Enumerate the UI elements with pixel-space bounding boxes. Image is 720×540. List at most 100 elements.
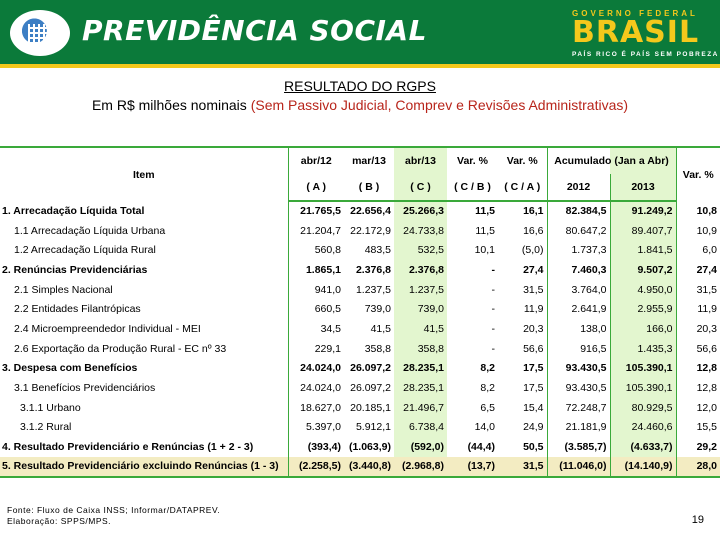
row-value-4: 11,5 <box>475 205 495 218</box>
source-text: Fonte: Fluxo de Caixa INSS; Informar/DAT… <box>7 505 221 515</box>
row-value-3: 24.733,8 <box>403 224 444 237</box>
page-title: RESULTADO DO RGPS <box>284 78 436 94</box>
table-row: 3. Despesa com Benefícios 24.024,0 26.097,… <box>0 358 720 379</box>
row-value-8: 10,8 <box>675 201 720 221</box>
row-value-1: 21.765,5 <box>287 201 344 221</box>
row-value-1: (2.258,5) <box>287 456 344 478</box>
row-value-6: 93.430,5 <box>546 358 610 379</box>
row-value-7: 9.507,2 <box>609 260 677 280</box>
row-value-5: 56,6 <box>523 342 544 355</box>
row-value-2: 20.185,1 <box>350 401 391 414</box>
header-2012: 2012 <box>546 174 610 202</box>
table-row: 5. Resultado Previdenciário excluindo Re… <box>0 456 720 478</box>
row-value-1: 560,8 <box>287 240 344 261</box>
row-value-2: 2.376,8 <box>355 263 391 276</box>
row-value-4: 6,5 <box>480 401 495 414</box>
row-value-3: 532,5 <box>417 244 444 257</box>
table-row: 3.1 Benefícios Previdenciários 24.024,0 26… <box>0 378 720 398</box>
row-value-5: 16,1 <box>523 205 544 218</box>
row-value-1: 5.397,0 <box>287 417 344 438</box>
row-value-7: 105.390,1 <box>609 358 677 379</box>
row-value-8: 12,8 <box>675 358 720 379</box>
row-value-1: 1.865,1 <box>287 260 344 280</box>
row-value-4: (44,4) <box>467 441 495 454</box>
table-row: 1. Arrecadação Líquida Total 21.765,5 22.6… <box>0 201 720 221</box>
row-value-8: 31,5 <box>675 279 720 300</box>
highlight-column-apr13 <box>394 146 447 476</box>
row-value-2: 22.656,4 <box>350 205 391 218</box>
row-label: 4. Resultado Previdenciário e Renúncias … <box>2 441 254 454</box>
table-row: 3.1.2 Rural 5.397,0 5.912,1 6.738,4 14,0 24,9… <box>0 417 720 438</box>
row-value-5: 17,5 <box>523 382 544 395</box>
row-value-4: 14,0 <box>474 421 495 434</box>
gov-top-text: GOVERNO FEDERAL <box>572 9 698 18</box>
table-row: 1.1 Arrecadação Líquida Urbana 21.204,7 22… <box>0 220 720 241</box>
row-value-8: 15,5 <box>675 417 720 438</box>
row-value-5: 16,6 <box>523 224 544 237</box>
banner-stripe <box>0 64 720 68</box>
row-value-3: 1.237,5 <box>408 283 444 296</box>
row-value-5: 50,5 <box>523 441 544 454</box>
subtitle-note: (Sem Passivo Judicial, Comprev e Revisõe… <box>250 97 629 113</box>
page-number: 19 <box>691 514 704 526</box>
row-value-5: 20,3 <box>523 322 544 335</box>
table-row: 1.2 Arrecadação Líquida Rural 560,8 483,5 5… <box>0 240 720 261</box>
gov-brasil-text: BRASIL <box>572 15 700 50</box>
row-label: 1.1 Arrecadação Líquida Urbana <box>14 224 166 237</box>
gov-tagline: PAÍS RICO É PAÍS SEM POBREZA <box>572 51 719 58</box>
row-value-6: 3.764,0 <box>546 279 610 300</box>
row-value-6: 93.430,5 <box>546 378 610 398</box>
row-value-6: 916,5 <box>546 338 610 359</box>
row-value-3: 2.376,8 <box>408 263 444 276</box>
table-row: 3.1.1 Urbano 18.627,0 20.185,1 21.496,7 6,5 1… <box>0 397 720 418</box>
row-value-4: - <box>491 263 496 276</box>
header-b: ( B ) <box>344 174 394 202</box>
rgps-table-wrapper: Item abr/12 mar/13 abr/13 Var. % Var. % … <box>0 146 720 480</box>
row-value-8: 56,6 <box>675 338 720 359</box>
row-value-7: 4.950,0 <box>609 279 677 300</box>
source-note: Fonte: Fluxo de Caixa INSS; Informar/DAT… <box>7 505 220 527</box>
row-value-3: 25.266,3 <box>403 205 444 218</box>
row-value-1: 941,0 <box>287 279 344 300</box>
table-row: 2.6 Exportação da Produção Rural - EC nº… <box>0 338 720 359</box>
row-value-5: 15,4 <box>523 401 544 414</box>
header-row-1: Item abr/12 mar/13 abr/13 Var. % Var. % … <box>0 146 720 201</box>
row-value-4: 11,5 <box>475 224 495 237</box>
row-value-3: (592,0) <box>410 441 444 454</box>
row-value-4: (13,7) <box>447 456 498 478</box>
row-value-7: 2.955,9 <box>609 299 677 320</box>
row-value-4: - <box>491 322 496 335</box>
row-value-8: 6,0 <box>675 240 720 261</box>
row-value-2: 483,5 <box>364 244 391 257</box>
row-value-2: 26.097,2 <box>350 362 391 375</box>
subtitle-plain: Em R$ milhões nominais <box>91 97 247 113</box>
row-value-3: 6.738,4 <box>408 421 444 434</box>
row-value-5: 31,5 <box>498 456 547 478</box>
row-value-3: 28.235,1 <box>403 382 444 395</box>
row-value-7: 1.841,5 <box>609 240 677 261</box>
row-value-3: 739,0 <box>417 303 444 316</box>
header-accumulated: Acumulado (Jan a Abr) <box>546 146 677 174</box>
row-value-3: 41,5 <box>423 322 444 335</box>
rgps-table: Item abr/12 mar/13 abr/13 Var. % Var. % … <box>0 146 720 478</box>
header-ca: ( C / A ) <box>498 174 547 202</box>
row-value-7: 89.407,7 <box>609 220 677 241</box>
row-value-3: 28.235,1 <box>403 362 444 375</box>
header-var-cb: Var. % <box>447 146 498 174</box>
row-value-1: 18.627,0 <box>287 397 344 418</box>
row-value-7: (14.140,9) <box>609 456 677 478</box>
header-banner: PREVIDÊNCIA SOCIAL GOVERNO FEDERAL BRASI… <box>0 0 720 68</box>
row-value-5: 11,9 <box>523 303 544 316</box>
row-value-3: (2.968,8) <box>394 456 447 478</box>
row-value-8: 28,0 <box>675 456 720 478</box>
gov-logo <box>560 0 720 64</box>
table-row: 4. Resultado Previdenciário e Renúncias … <box>0 437 720 457</box>
row-value-6: 138,0 <box>546 319 610 339</box>
row-value-6: 80.647,2 <box>546 220 610 241</box>
row-value-4: 8,2 <box>480 362 495 375</box>
row-value-2: (1.063,9) <box>348 441 391 454</box>
row-label: 2. Renúncias Previdenciárias <box>2 263 148 276</box>
row-value-4: - <box>491 303 496 316</box>
previdencia-logo-icon <box>10 10 70 56</box>
header-a: ( A ) <box>287 174 344 202</box>
